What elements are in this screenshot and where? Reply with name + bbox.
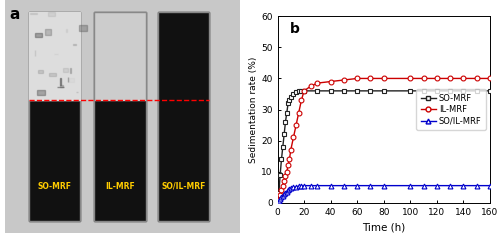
Bar: [94, 12, 146, 221]
Text: b: b: [290, 22, 300, 36]
Bar: [60, 85, 63, 87]
Bar: [28, 12, 80, 221]
Bar: [70, 68, 71, 73]
Bar: [48, 12, 54, 16]
Bar: [36, 90, 44, 95]
Bar: [158, 12, 210, 221]
Bar: [34, 33, 42, 37]
Text: SO-MRF: SO-MRF: [38, 182, 72, 191]
Bar: [94, 12, 146, 221]
Bar: [69, 78, 74, 82]
Text: a: a: [10, 7, 20, 22]
Bar: [28, 12, 80, 221]
Bar: [63, 69, 68, 72]
X-axis label: Time (h): Time (h): [362, 222, 406, 232]
Text: SO/IL-MRF: SO/IL-MRF: [162, 182, 206, 191]
Bar: [28, 12, 80, 100]
Y-axis label: Sedimentation rate (%): Sedimentation rate (%): [250, 56, 258, 163]
Text: IL-MRF: IL-MRF: [106, 182, 135, 191]
Legend: SO-MRF, IL-MRF, SO/IL-MRF: SO-MRF, IL-MRF, SO/IL-MRF: [416, 89, 486, 130]
Bar: [28, 12, 80, 100]
Bar: [30, 13, 38, 14]
Bar: [66, 29, 67, 32]
Bar: [158, 12, 210, 221]
Bar: [94, 12, 146, 100]
Bar: [73, 44, 76, 45]
Bar: [48, 73, 56, 76]
Bar: [46, 29, 52, 35]
Bar: [78, 25, 88, 31]
Bar: [38, 70, 43, 73]
